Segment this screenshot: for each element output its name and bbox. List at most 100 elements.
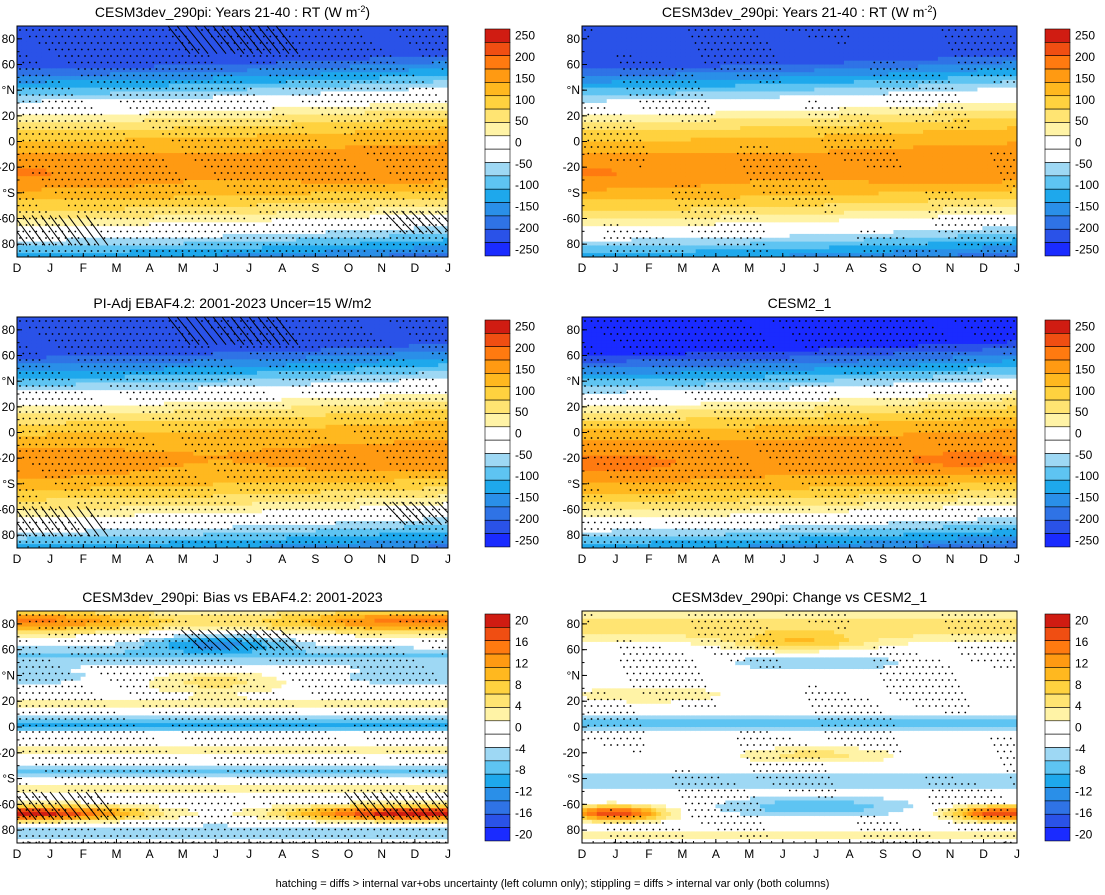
heatmap-cell (70, 95, 77, 100)
heatmap-cell (80, 52, 87, 58)
heatmap-cell (256, 245, 263, 250)
heatmap-cell (413, 153, 420, 158)
heatmap-cell (80, 145, 87, 150)
heatmap-cell (354, 203, 361, 208)
heatmap-cell (198, 103, 204, 108)
heatmap-cell (90, 199, 96, 204)
heatmap-cell (217, 210, 224, 216)
heatmap-cell (85, 156, 92, 162)
heatmap-cell (85, 56, 92, 62)
heatmap-cell (21, 99, 28, 104)
heatmap-cell (232, 203, 238, 208)
heatmap-cell (281, 41, 287, 46)
heatmap-cell (80, 49, 87, 54)
heatmap-cell (310, 103, 317, 108)
heatmap-cell (252, 103, 258, 108)
heatmap-cell (154, 103, 160, 108)
heatmap-cell (154, 180, 160, 185)
heatmap-cell (129, 222, 136, 227)
heatmap-cell (364, 87, 371, 93)
heatmap-cell (374, 172, 381, 177)
heatmap-cell (281, 110, 287, 116)
heatmap-cell (320, 156, 327, 162)
heatmap-cell (252, 164, 258, 170)
heatmap-cell (41, 95, 47, 100)
heatmap-cell (354, 99, 361, 104)
heatmap-cell (139, 106, 145, 112)
heatmap-cell (183, 245, 190, 250)
heatmap-cell (330, 226, 336, 231)
heatmap-cell (75, 149, 82, 154)
heatmap-cell (296, 218, 302, 223)
heatmap-cell (389, 145, 395, 150)
heatmap-cell (21, 72, 28, 77)
heatmap-cell (408, 114, 415, 119)
heatmap-cell (139, 114, 145, 119)
heatmap-cell (354, 153, 361, 158)
heatmap-cell (345, 110, 351, 116)
heatmap-cell (403, 49, 410, 54)
heatmap-cell (80, 114, 87, 119)
heatmap-cell (31, 110, 38, 116)
heatmap-cell (345, 56, 351, 62)
heatmap-cell (350, 237, 356, 243)
heatmap-cell (340, 203, 346, 208)
heatmap-cell (261, 191, 268, 196)
heatmap-cell (168, 141, 175, 146)
heatmap-cell (418, 237, 425, 243)
heatmap-cell (75, 133, 82, 139)
heatmap-cell (183, 222, 190, 227)
heatmap-cell (36, 83, 43, 89)
heatmap-cell (256, 168, 263, 173)
heatmap-cell (379, 118, 385, 123)
heatmap-cell (301, 83, 307, 89)
heatmap-cell (124, 29, 131, 35)
heatmap-cell (163, 41, 170, 46)
heatmap-cell (403, 156, 410, 162)
heatmap-cell (310, 129, 317, 135)
heatmap-cell (261, 153, 268, 158)
heatmap-cell (17, 156, 23, 162)
heatmap-cell (105, 176, 111, 181)
heatmap-cell (266, 183, 273, 189)
heatmap-cell (247, 79, 253, 85)
heatmap-cell (110, 241, 116, 247)
heatmap-cell (296, 237, 302, 243)
heatmap-cell (301, 87, 307, 93)
heatmap-cell (345, 226, 351, 231)
heatmap-cell (350, 126, 356, 131)
heatmap-cell (286, 91, 292, 96)
heatmap-cell (320, 72, 327, 77)
heatmap-cell (413, 233, 420, 239)
heatmap-cell (26, 79, 33, 85)
heatmap-cell (114, 103, 121, 108)
heatmap-cell (149, 191, 155, 196)
heatmap-cell (203, 118, 209, 123)
heatmap-cell (222, 118, 229, 123)
heatmap-cell (310, 222, 317, 227)
heatmap-cell (193, 126, 199, 131)
heatmap-cell (350, 230, 356, 235)
heatmap-cell (154, 49, 160, 54)
heatmap-cell (114, 210, 121, 216)
heatmap-cell (163, 180, 170, 185)
heatmap-cell (384, 83, 390, 89)
heatmap-cell (256, 164, 263, 170)
heatmap-cell (80, 118, 87, 123)
heatmap-cell (90, 91, 96, 96)
heatmap-cell (286, 195, 292, 200)
heatmap-cell (369, 160, 376, 166)
heatmap-cell (418, 118, 425, 123)
heatmap-cell (330, 230, 336, 235)
heatmap-cell (168, 156, 175, 162)
heatmap-cell (350, 214, 356, 220)
heatmap-cell (369, 129, 376, 135)
heatmap-cell (232, 103, 238, 108)
heatmap-cell (418, 245, 425, 250)
heatmap-cell (217, 122, 224, 127)
heatmap-cell (222, 237, 229, 243)
heatmap-cell (183, 110, 190, 116)
heatmap-cell (163, 210, 170, 216)
heatmap-cell (139, 118, 145, 123)
heatmap-cell (315, 195, 322, 200)
